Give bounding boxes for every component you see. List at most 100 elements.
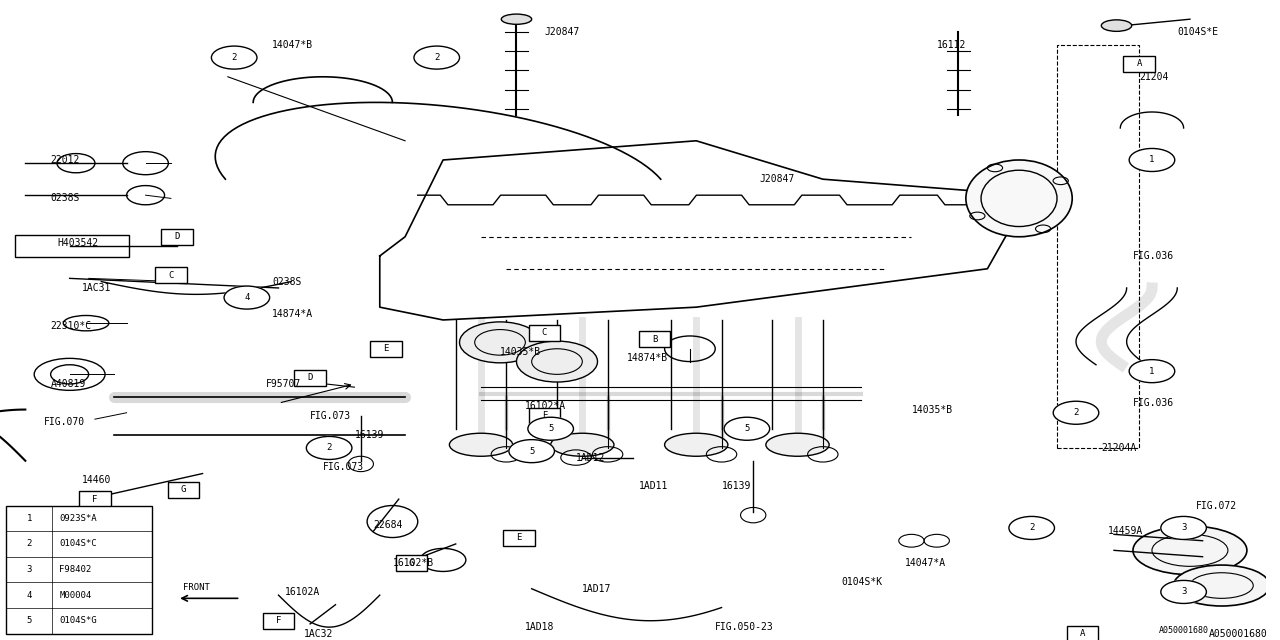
Text: A050001680: A050001680 bbox=[1158, 626, 1208, 635]
Text: 2: 2 bbox=[232, 53, 237, 62]
Text: 14874*A: 14874*A bbox=[273, 308, 314, 319]
Text: 5: 5 bbox=[529, 447, 534, 456]
Text: 0104S*G: 0104S*G bbox=[59, 616, 97, 625]
Text: 14874*B: 14874*B bbox=[627, 353, 668, 364]
Circle shape bbox=[1129, 148, 1175, 172]
Text: 1AC31: 1AC31 bbox=[82, 283, 111, 293]
Text: E: E bbox=[384, 344, 389, 353]
FancyBboxPatch shape bbox=[396, 555, 428, 571]
Circle shape bbox=[1009, 516, 1055, 540]
FancyBboxPatch shape bbox=[6, 506, 152, 634]
Circle shape bbox=[509, 440, 554, 463]
Circle shape bbox=[306, 436, 352, 460]
FancyBboxPatch shape bbox=[370, 340, 402, 356]
FancyBboxPatch shape bbox=[155, 267, 187, 283]
Text: FRONT: FRONT bbox=[183, 583, 210, 592]
Circle shape bbox=[1161, 516, 1206, 540]
Text: 5: 5 bbox=[744, 424, 750, 433]
Text: 21204: 21204 bbox=[1139, 72, 1169, 82]
Circle shape bbox=[211, 46, 257, 69]
Text: FIG.073: FIG.073 bbox=[310, 411, 351, 421]
Text: 5: 5 bbox=[27, 616, 32, 625]
Ellipse shape bbox=[1101, 20, 1132, 31]
FancyBboxPatch shape bbox=[262, 612, 294, 628]
Text: 2: 2 bbox=[27, 540, 32, 548]
FancyBboxPatch shape bbox=[529, 408, 561, 424]
Circle shape bbox=[224, 286, 270, 309]
Text: 14459A: 14459A bbox=[1107, 526, 1143, 536]
Circle shape bbox=[527, 417, 573, 440]
Text: 0104S*E: 0104S*E bbox=[1178, 27, 1219, 37]
Text: A40819: A40819 bbox=[51, 379, 86, 389]
FancyBboxPatch shape bbox=[79, 491, 111, 507]
Ellipse shape bbox=[765, 433, 829, 456]
Text: 14035*B: 14035*B bbox=[500, 347, 541, 357]
Text: F: F bbox=[92, 495, 97, 504]
Circle shape bbox=[13, 587, 46, 604]
FancyBboxPatch shape bbox=[639, 331, 671, 347]
Ellipse shape bbox=[502, 14, 531, 24]
Text: 0104S*K: 0104S*K bbox=[842, 577, 883, 588]
Text: FIG.070: FIG.070 bbox=[45, 417, 86, 428]
Ellipse shape bbox=[966, 160, 1073, 237]
Circle shape bbox=[13, 612, 46, 629]
Text: D: D bbox=[174, 232, 180, 241]
Text: 14460: 14460 bbox=[82, 475, 111, 485]
Text: E: E bbox=[516, 533, 522, 542]
FancyBboxPatch shape bbox=[503, 529, 535, 545]
Text: F98402: F98402 bbox=[59, 565, 92, 574]
Text: FIG.073: FIG.073 bbox=[323, 462, 364, 472]
Bar bbox=[15, 235, 129, 257]
Text: 14047*B: 14047*B bbox=[273, 40, 314, 50]
Text: 16102*A: 16102*A bbox=[525, 401, 567, 412]
Text: A: A bbox=[1137, 60, 1142, 68]
Text: 1AC32: 1AC32 bbox=[303, 628, 333, 639]
Text: M00004: M00004 bbox=[59, 591, 92, 600]
Text: 2: 2 bbox=[434, 53, 439, 62]
Text: C: C bbox=[168, 271, 174, 280]
Text: 14047*A: 14047*A bbox=[905, 558, 946, 568]
Text: 1AD18: 1AD18 bbox=[525, 622, 554, 632]
Ellipse shape bbox=[1174, 565, 1270, 606]
Text: FIG.072: FIG.072 bbox=[1197, 500, 1238, 511]
Text: 16112: 16112 bbox=[937, 40, 966, 50]
FancyBboxPatch shape bbox=[1124, 56, 1155, 72]
Text: H403542: H403542 bbox=[58, 238, 99, 248]
Text: A050001680: A050001680 bbox=[1208, 628, 1267, 639]
FancyBboxPatch shape bbox=[161, 228, 193, 244]
Text: G: G bbox=[180, 485, 187, 494]
Text: C: C bbox=[541, 328, 547, 337]
Text: 1: 1 bbox=[27, 514, 32, 523]
Text: 3: 3 bbox=[1181, 524, 1187, 532]
Circle shape bbox=[724, 417, 769, 440]
Text: 5: 5 bbox=[548, 424, 553, 433]
Text: B: B bbox=[652, 335, 657, 344]
Text: F: F bbox=[275, 616, 282, 625]
Text: 14035*B: 14035*B bbox=[911, 404, 952, 415]
Text: 1: 1 bbox=[1149, 156, 1155, 164]
Text: 3: 3 bbox=[1181, 588, 1187, 596]
Text: 21204A: 21204A bbox=[1101, 443, 1137, 453]
Text: D: D bbox=[307, 373, 312, 382]
Text: 0238S: 0238S bbox=[273, 276, 302, 287]
Text: 4: 4 bbox=[244, 293, 250, 302]
FancyBboxPatch shape bbox=[1066, 625, 1098, 640]
Ellipse shape bbox=[664, 433, 728, 456]
Ellipse shape bbox=[517, 341, 598, 382]
Text: F95707: F95707 bbox=[266, 379, 301, 389]
Ellipse shape bbox=[449, 433, 513, 456]
Text: E: E bbox=[541, 412, 547, 420]
Text: 3: 3 bbox=[27, 565, 32, 574]
Text: FIG.036: FIG.036 bbox=[1133, 398, 1174, 408]
Text: 2: 2 bbox=[326, 444, 332, 452]
FancyBboxPatch shape bbox=[168, 481, 200, 497]
Text: 0238S: 0238S bbox=[51, 193, 81, 204]
Ellipse shape bbox=[460, 322, 540, 363]
Text: 22684: 22684 bbox=[374, 520, 403, 530]
Text: 22012: 22012 bbox=[51, 155, 81, 165]
Text: J20847: J20847 bbox=[544, 27, 580, 37]
Text: 2: 2 bbox=[1029, 524, 1034, 532]
Text: 1: 1 bbox=[1149, 367, 1155, 376]
Text: G: G bbox=[408, 559, 415, 568]
Text: 16139: 16139 bbox=[722, 481, 751, 492]
